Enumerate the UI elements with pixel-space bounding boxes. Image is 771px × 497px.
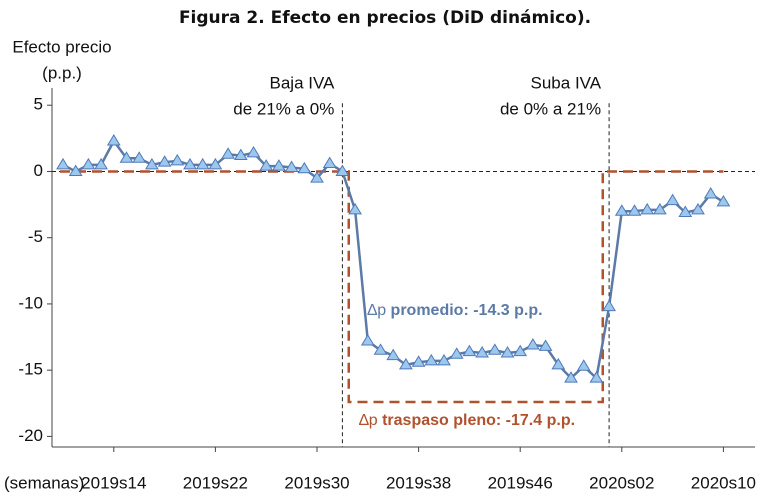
- y-tick-label: -15: [18, 360, 43, 379]
- marker: [348, 202, 362, 215]
- marker: [221, 147, 235, 159]
- marker: [589, 371, 604, 383]
- marker: [195, 157, 210, 170]
- y-tick-label: -20: [18, 426, 43, 445]
- marker: [665, 193, 680, 206]
- marker: [678, 205, 693, 218]
- marker: [360, 334, 375, 346]
- marker: [462, 344, 477, 357]
- chart-title: Figura 2. Efecto en precios (DiD dinámic…: [179, 8, 591, 28]
- y-axis-label: Efecto precio: [12, 37, 111, 56]
- step-line: [60, 170, 724, 404]
- x-tick-label: 2019s30: [284, 473, 349, 492]
- annotation: ∆p traspaso pleno: -17.4 p.p.: [359, 412, 575, 429]
- marker: [94, 157, 108, 170]
- marker: [322, 156, 337, 169]
- marker: [424, 353, 439, 366]
- marker: [411, 355, 426, 367]
- marker: [157, 155, 172, 167]
- annotation-text: traspaso pleno: -17.4 p.p.: [378, 412, 575, 429]
- annotation-delta: ∆p: [367, 302, 386, 319]
- marker: [68, 164, 83, 176]
- marker: [272, 159, 286, 171]
- marker: [627, 204, 642, 216]
- marker: [526, 338, 540, 350]
- marker: [538, 339, 553, 351]
- marker: [576, 359, 591, 371]
- y-axis-label: (p.p.): [42, 63, 82, 82]
- marker: [513, 344, 528, 357]
- marker: [373, 343, 388, 355]
- marker: [602, 299, 616, 312]
- x-axis-label: (semanas): [4, 473, 84, 492]
- marker: [551, 357, 566, 370]
- marker: [310, 171, 324, 183]
- marker: [81, 157, 96, 170]
- y-tick-label: 0: [34, 161, 43, 180]
- y-tick-label: -5: [28, 227, 43, 246]
- marker: [233, 148, 248, 161]
- x-tick-label: 2019s38: [386, 473, 451, 492]
- y-tick-label: 5: [34, 95, 43, 114]
- marker: [335, 164, 350, 176]
- marker: [259, 159, 274, 171]
- marker: [246, 145, 261, 158]
- marker: [437, 353, 451, 366]
- annotation: ∆p promedio: -14.3 p.p.: [367, 302, 542, 319]
- marker: [170, 153, 185, 166]
- marker: [208, 157, 223, 170]
- marker: [284, 160, 299, 172]
- marker: [56, 157, 70, 170]
- annotation-delta: ∆p: [359, 412, 378, 429]
- marker: [145, 157, 159, 170]
- marker: [449, 347, 464, 359]
- y-tick-label: -10: [18, 293, 43, 312]
- event-label: de 0% a 21%: [500, 99, 601, 118]
- marker: [564, 371, 578, 383]
- event-label: Suba IVA: [531, 73, 602, 92]
- marker: [106, 134, 121, 146]
- marker: [703, 187, 718, 199]
- marker: [691, 202, 705, 215]
- marker: [653, 202, 667, 215]
- annotation-text: promedio: -14.3 p.p.: [386, 302, 542, 319]
- marker: [297, 161, 312, 174]
- marker: [500, 345, 515, 358]
- x-tick-label: 2019s46: [488, 473, 553, 492]
- marker: [614, 204, 629, 216]
- marker: [475, 345, 489, 358]
- marker: [119, 151, 134, 163]
- event-label: de 21% a 0%: [233, 99, 334, 118]
- x-tick-label: 2020s02: [589, 473, 654, 492]
- x-tick-label: 2019s14: [81, 473, 146, 492]
- marker: [640, 202, 655, 215]
- marker: [132, 151, 147, 163]
- x-tick-label: 2020s10: [691, 473, 756, 492]
- marker: [399, 357, 413, 370]
- marker: [386, 348, 401, 361]
- marker: [183, 157, 197, 170]
- marker: [487, 343, 502, 355]
- event-label: Baja IVA: [270, 73, 336, 92]
- marker: [716, 194, 731, 207]
- line: [62, 138, 725, 381]
- x-tick-label: 2019s22: [183, 473, 248, 492]
